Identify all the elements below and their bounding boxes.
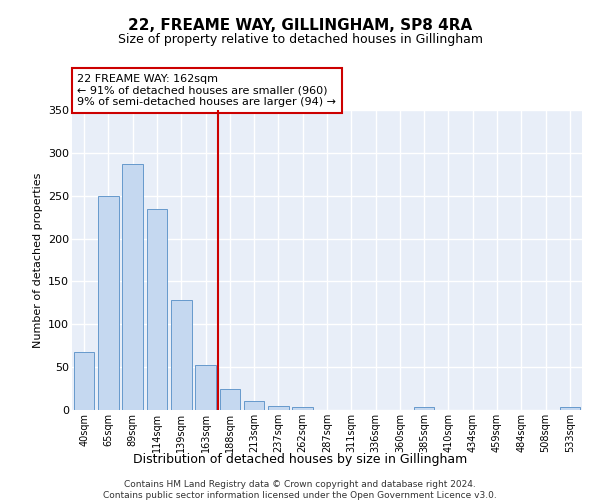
- Bar: [98, 196, 119, 410]
- Text: Contains public sector information licensed under the Open Government Licence v3: Contains public sector information licen…: [103, 491, 497, 500]
- Bar: [122, 164, 143, 410]
- Bar: [414, 408, 434, 410]
- Bar: [74, 352, 94, 410]
- Text: 22, FREAME WAY, GILLINGHAM, SP8 4RA: 22, FREAME WAY, GILLINGHAM, SP8 4RA: [128, 18, 472, 32]
- Y-axis label: Number of detached properties: Number of detached properties: [32, 172, 43, 348]
- Text: Size of property relative to detached houses in Gillingham: Size of property relative to detached ho…: [118, 32, 482, 46]
- Bar: [171, 300, 191, 410]
- Bar: [195, 364, 216, 410]
- Bar: [268, 406, 289, 410]
- Bar: [146, 208, 167, 410]
- Bar: [244, 402, 265, 410]
- Text: 22 FREAME WAY: 162sqm
← 91% of detached houses are smaller (960)
9% of semi-deta: 22 FREAME WAY: 162sqm ← 91% of detached …: [77, 74, 336, 107]
- Bar: [560, 408, 580, 410]
- Text: Contains HM Land Registry data © Crown copyright and database right 2024.: Contains HM Land Registry data © Crown c…: [124, 480, 476, 489]
- Text: Distribution of detached houses by size in Gillingham: Distribution of detached houses by size …: [133, 452, 467, 466]
- Bar: [220, 390, 240, 410]
- Bar: [292, 406, 313, 410]
